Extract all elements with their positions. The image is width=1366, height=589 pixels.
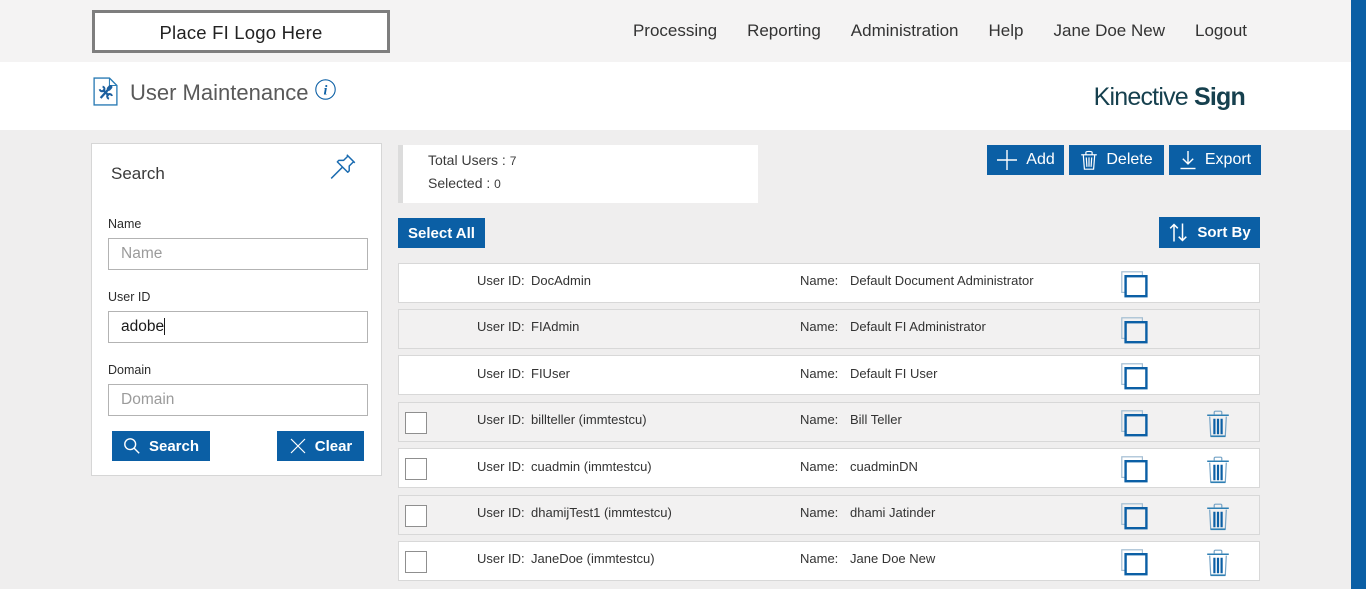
svg-text:i: i (324, 83, 328, 98)
